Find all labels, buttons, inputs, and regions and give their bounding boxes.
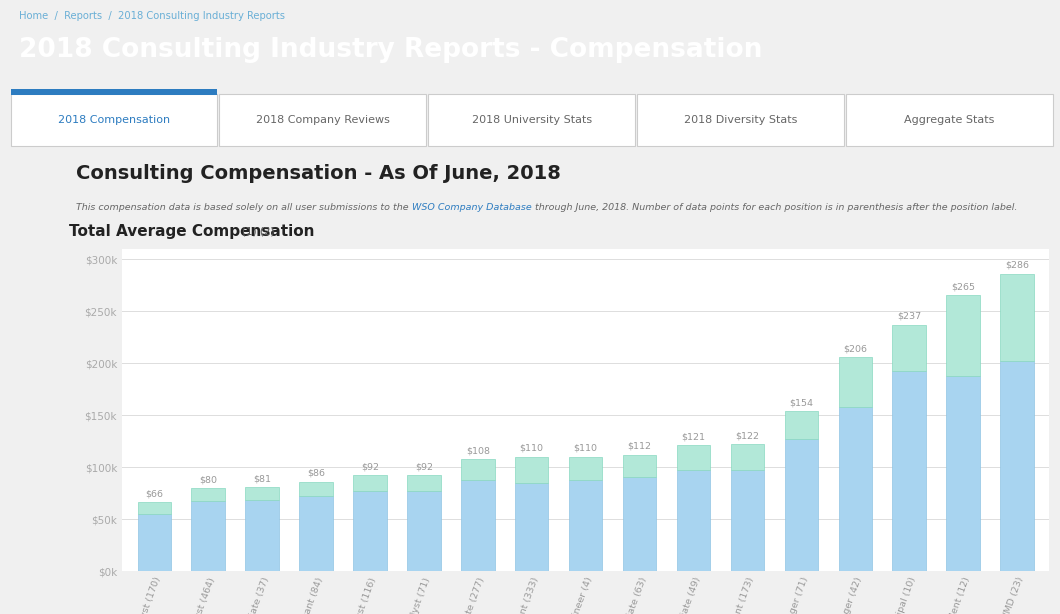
FancyBboxPatch shape xyxy=(846,94,1053,146)
Text: $237: $237 xyxy=(897,312,921,321)
Text: 2018 Compensation: 2018 Compensation xyxy=(58,115,170,125)
Bar xyxy=(245,500,279,571)
Bar xyxy=(1001,274,1034,361)
Bar xyxy=(623,478,656,571)
Bar xyxy=(730,444,764,470)
Text: $265: $265 xyxy=(951,283,975,292)
Bar xyxy=(461,459,495,480)
Text: WSO Company Database: WSO Company Database xyxy=(412,203,532,212)
Bar xyxy=(192,502,225,571)
Text: $110: $110 xyxy=(573,444,598,453)
Text: 2018 University Stats: 2018 University Stats xyxy=(472,115,591,125)
Bar xyxy=(138,502,171,514)
Text: Home  /  Reports  /  2018 Consulting Industry Reports: Home / Reports / 2018 Consulting Industr… xyxy=(19,10,285,21)
FancyBboxPatch shape xyxy=(637,94,844,146)
Text: 2018 Company Reviews: 2018 Company Reviews xyxy=(255,115,390,125)
Bar xyxy=(299,481,333,496)
Text: $86: $86 xyxy=(307,469,325,478)
Text: through June, 2018. Number of data points for each position is in parenthesis af: through June, 2018. Number of data point… xyxy=(532,203,1017,212)
Bar xyxy=(192,488,225,502)
Text: $81: $81 xyxy=(253,474,271,483)
Text: $92: $92 xyxy=(361,463,379,472)
Bar xyxy=(893,371,926,571)
Bar xyxy=(838,406,872,571)
Bar xyxy=(353,491,387,571)
FancyBboxPatch shape xyxy=(11,89,217,95)
Bar xyxy=(299,496,333,571)
Text: $286: $286 xyxy=(1005,261,1029,270)
Bar xyxy=(784,439,818,571)
Text: $121: $121 xyxy=(682,432,706,441)
Bar xyxy=(676,470,710,571)
Bar xyxy=(353,475,387,491)
Text: $92: $92 xyxy=(414,463,432,472)
Text: $110: $110 xyxy=(519,444,544,453)
Text: $112: $112 xyxy=(628,442,652,451)
Bar xyxy=(730,470,764,571)
Bar xyxy=(407,475,441,491)
Text: $122: $122 xyxy=(736,432,759,440)
Text: $80: $80 xyxy=(199,475,217,484)
Text: Aggregate Stats: Aggregate Stats xyxy=(904,115,994,125)
Bar xyxy=(569,457,602,480)
Bar xyxy=(1001,361,1034,571)
Bar xyxy=(784,411,818,439)
FancyBboxPatch shape xyxy=(219,94,426,146)
Text: 2018 Diversity Stats: 2018 Diversity Stats xyxy=(684,115,797,125)
Bar xyxy=(515,483,548,571)
Bar xyxy=(676,445,710,470)
Bar xyxy=(893,325,926,371)
Text: Total Average Compensation: Total Average Compensation xyxy=(69,224,315,239)
Text: $206: $206 xyxy=(844,344,867,353)
FancyBboxPatch shape xyxy=(11,94,217,146)
Text: Consulting Compensation - As Of June, 2018: Consulting Compensation - As Of June, 20… xyxy=(76,164,561,183)
Bar xyxy=(947,376,979,571)
Bar xyxy=(623,454,656,478)
Bar xyxy=(515,457,548,483)
Text: $154: $154 xyxy=(790,398,813,407)
Text: $108: $108 xyxy=(465,446,490,455)
Bar xyxy=(947,295,979,376)
Bar xyxy=(245,487,279,500)
Bar xyxy=(569,480,602,571)
Text: $66: $66 xyxy=(145,490,163,499)
Bar xyxy=(838,357,872,406)
FancyBboxPatch shape xyxy=(428,94,635,146)
Bar xyxy=(461,480,495,571)
Text: (1) (2): (1) (2) xyxy=(243,227,275,237)
Text: 2018 Consulting Industry Reports - Compensation: 2018 Consulting Industry Reports - Compe… xyxy=(19,37,762,63)
Bar xyxy=(407,491,441,571)
Bar xyxy=(138,514,171,571)
Text: This compensation data is based solely on all user submissions to the: This compensation data is based solely o… xyxy=(76,203,412,212)
